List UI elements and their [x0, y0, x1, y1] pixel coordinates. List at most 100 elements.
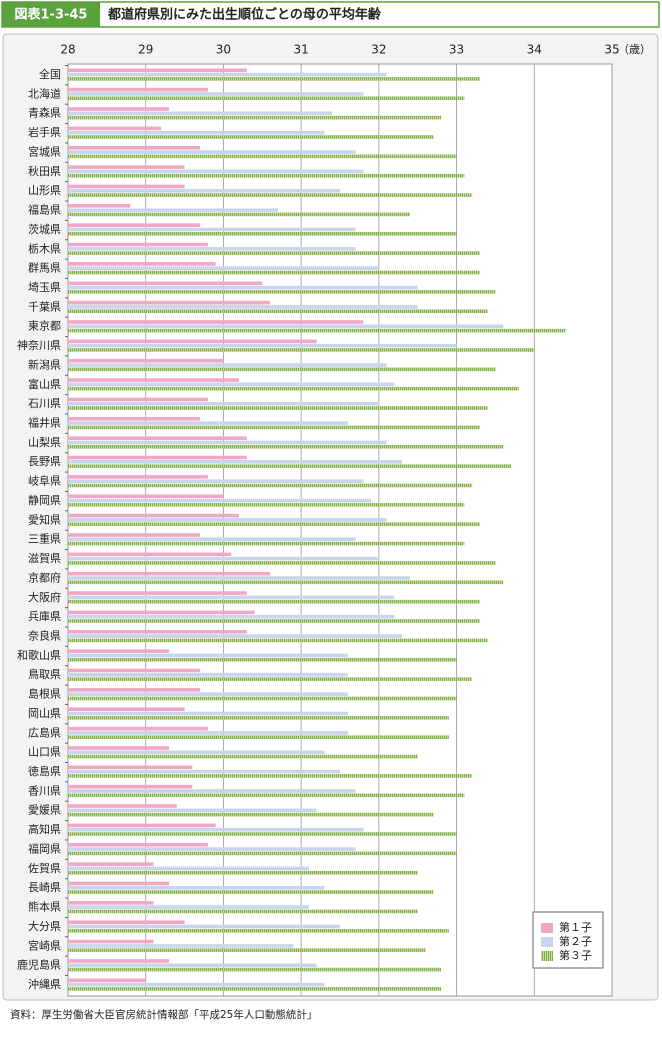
bar: [68, 204, 131, 208]
bar: [68, 653, 348, 658]
y-tick-label: 全国: [39, 67, 61, 81]
bar: [68, 696, 457, 701]
bar: [68, 406, 488, 410]
y-tick-label: 長崎県: [28, 880, 61, 894]
bar: [68, 754, 418, 759]
bar: [68, 324, 504, 329]
bar: [68, 571, 271, 576]
bar: [68, 455, 247, 460]
y-tick-label: 奈良県: [28, 628, 61, 642]
bar: [68, 847, 356, 851]
bar: [68, 417, 201, 421]
bar: [68, 328, 566, 333]
bar: [68, 518, 387, 522]
bar: [68, 231, 457, 236]
bar: [68, 793, 465, 798]
bar: [68, 154, 457, 159]
bar: [68, 242, 208, 247]
bar: [68, 290, 496, 294]
y-tick-label: 鳥取県: [28, 667, 61, 681]
y-tick-label: 青森県: [28, 106, 61, 120]
unit-label: （歳）: [618, 43, 651, 56]
bar: [68, 746, 170, 750]
bar: [68, 92, 364, 96]
bar: [68, 444, 504, 449]
bar: [68, 320, 364, 324]
y-tick-label: 埼玉県: [28, 280, 61, 294]
legend-label: 第３子: [559, 948, 592, 962]
bar: [68, 939, 154, 944]
y-tick-label: 石川県: [28, 397, 61, 410]
bar: [68, 866, 309, 871]
bar: [68, 281, 263, 286]
y-tick-label: 富山県: [28, 377, 61, 391]
bar: [68, 711, 348, 716]
figure-label: 図表1-3-45: [15, 7, 88, 23]
bar: [68, 107, 170, 111]
header-label-box: [2, 2, 100, 27]
bar: [68, 247, 356, 251]
bar: [68, 382, 395, 387]
bar: [68, 556, 379, 561]
bar: [68, 348, 535, 352]
bar: [68, 513, 239, 518]
bar: [68, 823, 216, 828]
y-tick-label: 新潟県: [28, 357, 61, 371]
bar: [68, 948, 426, 952]
bar: [68, 784, 193, 789]
bar: [68, 929, 449, 933]
bar: [68, 111, 333, 116]
y-tick-label: 岩手県: [28, 125, 61, 139]
bar: [68, 619, 480, 623]
y-tick-label: 福井県: [28, 416, 61, 430]
bar: [68, 150, 356, 154]
y-tick-label: 福岡県: [28, 841, 61, 855]
y-tick-label: 東京都: [28, 319, 61, 333]
y-tick-label: 群馬県: [28, 261, 61, 275]
y-tick-label: 茨城県: [28, 222, 61, 236]
y-tick-label: 北海道: [28, 86, 61, 100]
y-tick-label: 愛媛県: [28, 803, 61, 817]
y-tick-label: 山口県: [28, 746, 61, 759]
y-tick-label: 京都府: [28, 570, 61, 584]
bar: [68, 223, 201, 227]
bar: [68, 173, 465, 178]
bar: [68, 475, 208, 479]
bar: [68, 363, 387, 367]
bar: [68, 832, 457, 836]
y-tick-label: 滋賀県: [28, 552, 61, 565]
y-tick-label: 栃木県: [28, 241, 61, 255]
bar: [68, 765, 193, 770]
bar: [68, 735, 449, 739]
bar: [68, 77, 480, 81]
bar: [68, 503, 465, 507]
bar: [68, 533, 201, 537]
bar: [68, 591, 247, 595]
bar: [68, 576, 410, 580]
bar: [68, 673, 348, 677]
bar: [68, 460, 403, 464]
bar: [68, 774, 473, 778]
bar: [68, 165, 185, 169]
bar: [68, 610, 255, 615]
bar: [68, 262, 216, 266]
bar: [68, 561, 496, 565]
bar: [68, 638, 488, 643]
bar: [68, 924, 340, 929]
bar: [68, 552, 232, 557]
bar: [68, 599, 480, 604]
bar: [68, 982, 325, 987]
bar: [68, 440, 387, 445]
bar: [68, 483, 473, 488]
bar: [68, 305, 418, 309]
bar: [68, 827, 364, 832]
legend-label: 第１子: [559, 920, 592, 934]
bar: [68, 367, 496, 372]
bar: [68, 629, 247, 634]
y-tick-label: 岐阜県: [28, 475, 61, 488]
bar: [68, 397, 208, 402]
bar: [68, 614, 395, 619]
bar: [68, 358, 224, 363]
